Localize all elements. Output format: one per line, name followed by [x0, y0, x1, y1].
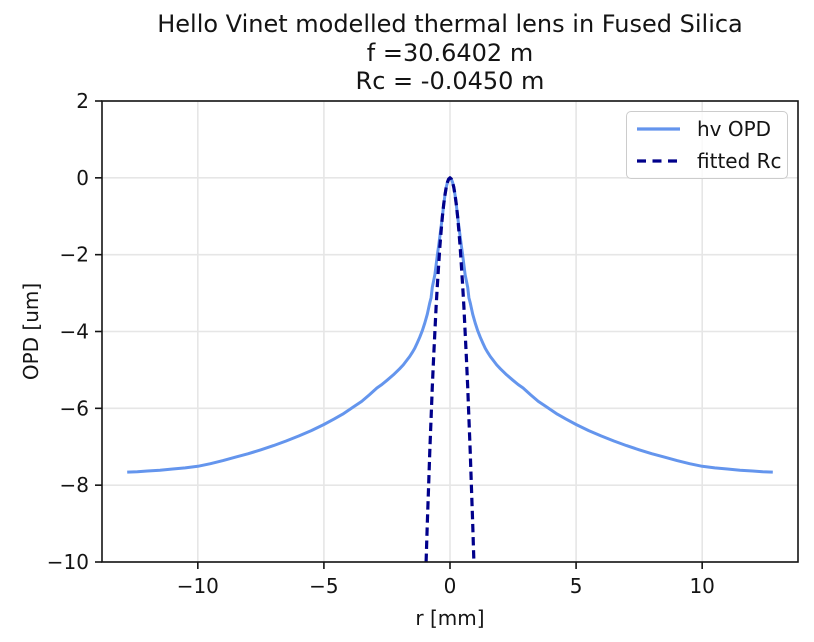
x-tick-label: 0 — [444, 574, 457, 598]
y-axis-label: OPD [um] — [19, 283, 43, 380]
y-tick-label: 0 — [76, 166, 89, 190]
y-tick-label: −2 — [60, 243, 89, 267]
y-tick-label: −4 — [60, 320, 89, 344]
chart-title-line-3: Rc = -0.0450 m — [355, 67, 545, 95]
x-tick-label: −10 — [177, 574, 219, 598]
fitted-rc-curve — [424, 176, 476, 562]
legend-label-hv-opd: hv OPD — [697, 117, 772, 141]
x-tick-label: 5 — [570, 574, 583, 598]
legend-label-fitted-rc: fitted Rc — [697, 149, 782, 173]
legend-line-sample-solid — [637, 127, 680, 131]
y-tick-label: 2 — [76, 89, 89, 113]
chart-title-line-2: f =30.6402 m — [366, 38, 534, 67]
x-tick-label: −5 — [309, 574, 338, 598]
y-tick-label: −10 — [47, 550, 89, 574]
legend: hv OPD fitted Rc — [626, 111, 788, 179]
legend-line-sample-dashed — [637, 159, 680, 163]
chart-title-line-1: Hello Vinet modelled thermal lens in Fus… — [157, 10, 743, 38]
legend-item-hv-opd: hv OPD — [635, 117, 787, 141]
y-tick-label: −6 — [60, 396, 89, 420]
x-axis-label: r [mm] — [415, 606, 484, 630]
legend-item-fitted-rc: fitted Rc — [635, 149, 787, 173]
x-tick-label: 10 — [689, 574, 714, 598]
y-tick-label: −8 — [60, 473, 89, 497]
chart-title: Hello Vinet modelled thermal lens in Fus… — [102, 10, 798, 96]
